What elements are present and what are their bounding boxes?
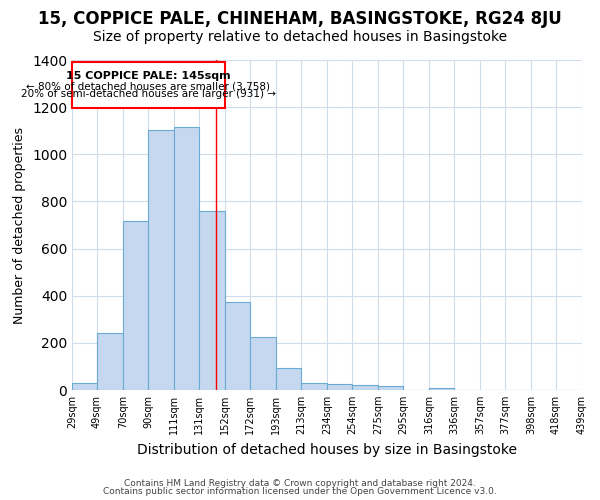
X-axis label: Distribution of detached houses by size in Basingstoke: Distribution of detached houses by size …	[137, 442, 517, 456]
Bar	[72, 383, 97, 390]
Bar	[123, 222, 148, 390]
Text: ← 80% of detached houses are smaller (3,758): ← 80% of detached houses are smaller (3,…	[26, 81, 271, 91]
Bar	[276, 368, 301, 390]
Bar	[378, 386, 403, 390]
Bar	[301, 383, 327, 390]
Text: 20% of semi-detached houses are larger (931) →: 20% of semi-detached houses are larger (…	[21, 90, 276, 100]
Bar	[199, 211, 225, 390]
Bar	[352, 385, 378, 390]
Bar	[429, 388, 454, 390]
Text: Size of property relative to detached houses in Basingstoke: Size of property relative to detached ho…	[93, 30, 507, 44]
Text: Contains public sector information licensed under the Open Government Licence v3: Contains public sector information licen…	[103, 487, 497, 496]
Bar	[225, 302, 250, 390]
Y-axis label: Number of detached properties: Number of detached properties	[13, 126, 26, 324]
Bar	[148, 130, 174, 390]
Bar	[327, 384, 352, 390]
Bar	[174, 127, 199, 390]
Bar	[250, 337, 276, 390]
Bar	[97, 334, 123, 390]
Text: Contains HM Land Registry data © Crown copyright and database right 2024.: Contains HM Land Registry data © Crown c…	[124, 478, 476, 488]
Text: 15 COPPICE PALE: 145sqm: 15 COPPICE PALE: 145sqm	[66, 70, 231, 81]
FancyBboxPatch shape	[72, 62, 225, 108]
Text: 15, COPPICE PALE, CHINEHAM, BASINGSTOKE, RG24 8JU: 15, COPPICE PALE, CHINEHAM, BASINGSTOKE,…	[38, 10, 562, 28]
